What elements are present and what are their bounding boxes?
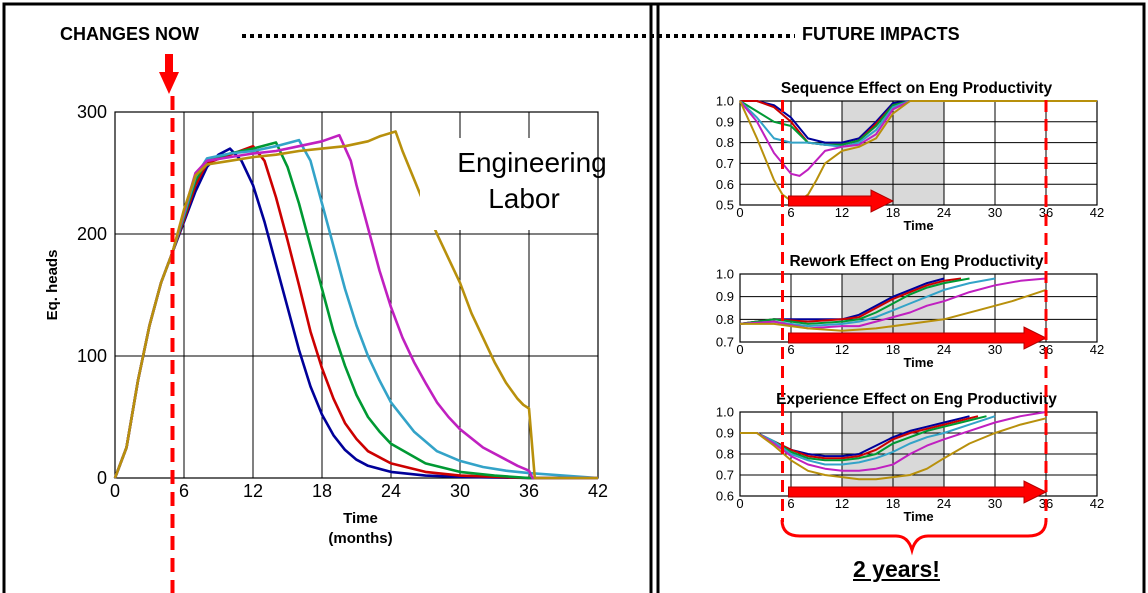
x-tick-label: 6 (179, 481, 189, 501)
series-line-3 (739, 277, 996, 328)
x-tick-label: 6 (787, 496, 794, 511)
series-line-4 (740, 411, 1047, 472)
x-axis-label: Time (903, 218, 933, 233)
x-tick-label: 42 (1090, 496, 1104, 511)
y-tick-label: 1.0 (716, 94, 734, 109)
two-years-label: 2 years! (853, 556, 940, 582)
y-tick-label: 0.7 (716, 156, 734, 171)
plot-border (114, 111, 599, 479)
x-tick-label: 0 (110, 481, 120, 501)
x-tick-label: 30 (988, 342, 1002, 357)
chart-title: Rework Effect on Eng Productivity (789, 253, 1043, 270)
x-tick-label: 12 (835, 342, 849, 357)
y-tick-label: 1.0 (716, 405, 734, 420)
series-line-1 (739, 277, 962, 325)
series-line-0 (739, 277, 945, 325)
two-year-brace (780, 519, 1048, 556)
x-axis-label: Time (343, 510, 378, 527)
x-tick-label: 0 (736, 496, 743, 511)
series-line-3 (739, 100, 1097, 148)
y-tick-label: 0.9 (716, 114, 734, 129)
y-tick-label: 0.5 (716, 198, 734, 213)
x-tick-label: 12 (835, 205, 849, 220)
y-tick-label: 0.6 (716, 177, 734, 192)
x-tick-label: 42 (588, 481, 608, 501)
y-tick-label: 200 (77, 224, 107, 244)
annotation-text: Engineering (457, 147, 606, 178)
chart-1 (739, 100, 1098, 213)
impact-arrow (788, 480, 1048, 504)
y-tick-label: 0.7 (716, 335, 734, 350)
y-tick-label: 0.6 (716, 489, 734, 504)
x-tick-label: 6 (787, 342, 794, 357)
y-tick-label: 0.8 (716, 312, 734, 327)
x-tick-label: 18 (886, 205, 900, 220)
series-line-3 (740, 415, 996, 466)
series-line-5 (740, 288, 1047, 332)
chart-3 (739, 411, 1098, 504)
x-tick-label: 24 (937, 342, 951, 357)
x-tick-label: 42 (1090, 342, 1104, 357)
x-tick-label: 36 (519, 481, 539, 501)
x-tick-label: 36 (1039, 205, 1053, 220)
y-tick-label: 0 (97, 468, 107, 488)
x-tick-label: 18 (886, 342, 900, 357)
x-tick-label: 30 (988, 205, 1002, 220)
x-tick-label: 18 (886, 496, 900, 511)
changes-now-label: CHANGES NOW (60, 24, 199, 44)
series-line-5 (113, 130, 598, 480)
y-tick-label: 0.8 (716, 135, 734, 150)
y-tick-label: 100 (77, 346, 107, 366)
y-tick-label: 300 (77, 102, 107, 122)
chart-title: Sequence Effect on Eng Productivity (781, 80, 1053, 97)
change-marker-arrow (159, 54, 179, 94)
x-tick-label: 24 (937, 496, 951, 511)
chart-title: Experience Effect on Eng Productivity (776, 391, 1057, 408)
y-tick-label: 0.9 (716, 289, 734, 304)
y-tick-label: 1.0 (716, 267, 734, 282)
y-tick-label: 0.8 (716, 447, 734, 462)
chart-2 (739, 273, 1098, 350)
annotation-text: Labor (488, 183, 560, 214)
x-tick-label: 30 (988, 496, 1002, 511)
series-line-0 (740, 100, 1097, 144)
y-axis-label: Eq. heads (44, 250, 61, 321)
series-line-5 (740, 417, 1047, 481)
chart-0 (113, 111, 599, 480)
series-line-2 (739, 100, 1097, 146)
x-tick-label: 12 (835, 496, 849, 511)
x-tick-label: 24 (381, 481, 401, 501)
x-tick-label: 18 (312, 481, 332, 501)
x-axis-label: (months) (328, 530, 392, 547)
impact-arrow (788, 189, 895, 213)
x-tick-label: 0 (736, 205, 743, 220)
impact-arrow (788, 326, 1048, 350)
series-line-2 (739, 277, 970, 325)
x-tick-label: 24 (937, 205, 951, 220)
y-tick-label: 0.9 (716, 426, 734, 441)
x-axis-label: Time (903, 509, 933, 524)
future-impacts-label: FUTURE IMPACTS (802, 24, 960, 44)
series-line-5 (739, 100, 1097, 202)
x-tick-label: 30 (450, 481, 470, 501)
series-line-4 (739, 100, 1097, 177)
x-tick-label: 42 (1090, 205, 1104, 220)
charts-layer: 0 6 12 18 24 30 36 420100200300Time(months)Eq. … (44, 80, 1104, 593)
x-tick-label: 0 (736, 342, 743, 357)
x-tick-label: 6 (787, 205, 794, 220)
x-tick-label: 12 (243, 481, 263, 501)
x-axis-label: Time (903, 355, 933, 370)
y-tick-label: 0.7 (716, 468, 734, 483)
annotation-box (420, 138, 590, 230)
